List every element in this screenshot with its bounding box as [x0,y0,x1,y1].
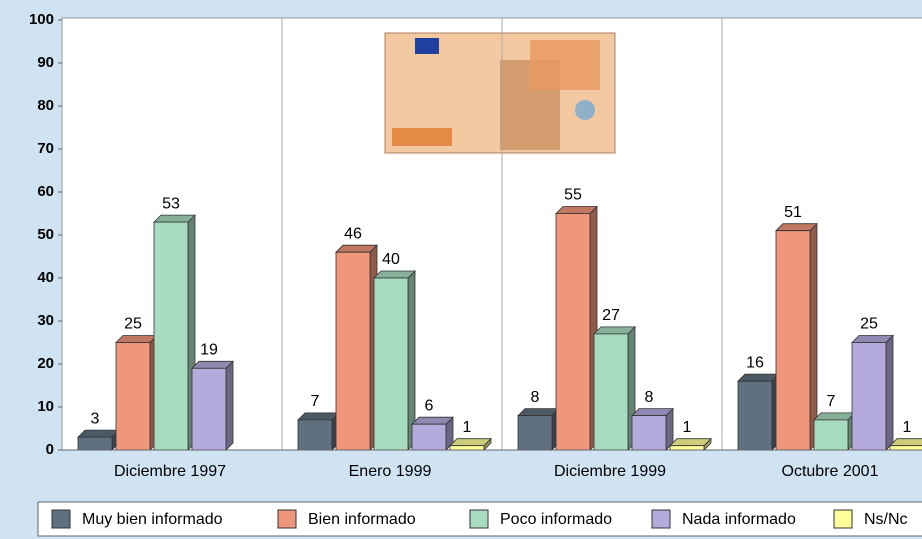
bar [298,420,332,450]
value-label: 46 [344,225,362,242]
bar-top [670,439,711,446]
bar [374,278,408,450]
legend-swatch [278,510,296,528]
bar-side [226,361,233,450]
bar [518,416,552,450]
value-label: 1 [463,419,472,436]
legend-label: Ns/Nc [864,511,908,528]
value-label: 7 [311,393,320,410]
value-label: 8 [531,389,540,406]
value-label: 40 [382,251,400,268]
bar [192,368,226,450]
y-tick-label: 60 [37,183,54,200]
y-tick-label: 40 [37,269,54,286]
banknote [385,33,615,153]
bar [336,252,370,450]
bar [670,446,704,450]
bar-top [738,374,779,381]
value-label: 55 [564,187,582,204]
bar [412,424,446,450]
value-label: 7 [827,393,836,410]
bar-top [116,336,157,343]
bar-top [594,327,635,334]
bar [556,214,590,451]
bar [776,231,810,450]
value-label: 3 [91,410,100,427]
chart: 0 10 20 30 40 50 60 70 80 90 100 Diciembre 1997 Ener… [0,0,922,539]
legend-label: Poco informado [500,511,612,528]
value-label: 6 [425,397,434,414]
y-tick-label: 30 [37,312,54,329]
bar [738,381,772,450]
legend-swatch [834,510,852,528]
bar-top [154,215,195,222]
bar-top [374,271,415,278]
x-tick-label: Enero 1999 [349,463,432,480]
legend-swatch [652,510,670,528]
bar-top [336,245,377,252]
y-tick-label: 100 [29,11,54,28]
legend-swatch [470,510,488,528]
bar-top [814,413,855,420]
value-label: 53 [162,195,180,212]
bar [632,416,666,450]
bar-top [450,439,491,446]
bar-top [632,409,673,416]
y-tick-label: 90 [37,54,54,71]
bar [594,334,628,450]
value-label: 19 [200,342,218,359]
bar-side [810,224,817,450]
bar-top [556,207,597,214]
y-tick-label: 20 [37,355,54,372]
bar [154,222,188,450]
y-tick-label: 0 [46,441,54,458]
bar-top [412,417,453,424]
y-tick-label: 50 [37,226,54,243]
value-label: 27 [602,307,620,324]
legend-swatch [52,510,70,528]
y-tick-label: 80 [37,97,54,114]
bar [814,420,848,450]
bar-top [776,224,817,231]
bar-top [518,409,559,416]
value-label: 8 [645,389,654,406]
bar [116,343,150,451]
bar [890,446,922,450]
value-label: 1 [683,419,692,436]
value-label: 25 [860,316,878,333]
bar [78,437,112,450]
bar-side [886,336,893,451]
x-tick-label: Diciembre 1999 [554,463,666,480]
bar-top [192,361,233,368]
x-tick-label: Diciembre 1997 [114,463,226,480]
legend-label: Bien informado [308,511,416,528]
x-tick-label: Octubre 2001 [782,463,879,480]
bar [450,446,484,450]
value-label: 1 [903,419,912,436]
bar-top [852,336,893,343]
legend-label: Muy bien informado [82,511,223,528]
y-tick-label: 10 [37,398,54,415]
value-label: 16 [746,354,764,371]
legend-label: Nada informado [682,511,796,528]
y-tick-label: 70 [37,140,54,157]
bar-top [78,430,119,437]
value-label: 51 [784,204,802,221]
bar-top [298,413,339,420]
value-label: 25 [124,316,142,333]
bar [852,343,886,451]
